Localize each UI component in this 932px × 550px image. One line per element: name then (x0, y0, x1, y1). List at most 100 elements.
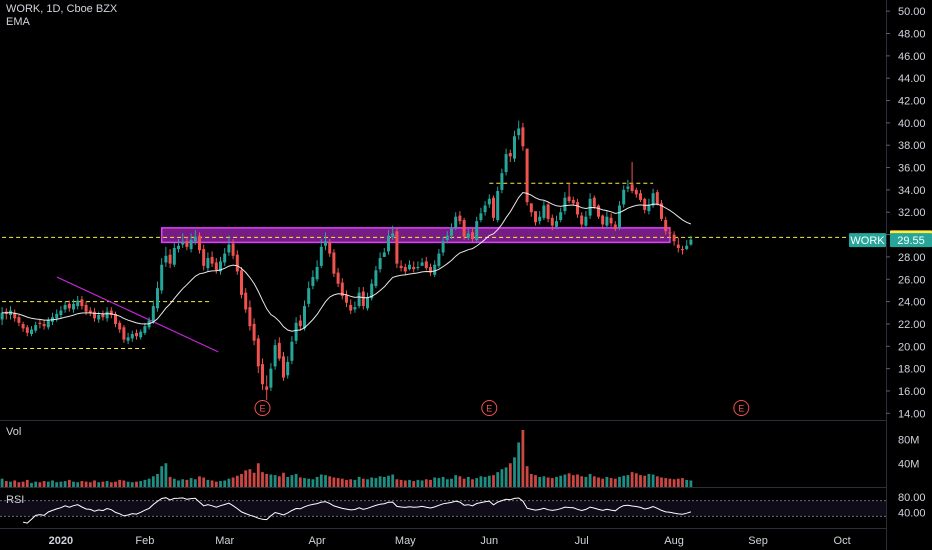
volume-bar (282, 472, 285, 487)
volume-bar (63, 481, 67, 487)
volume-bar (122, 480, 126, 487)
candle-body (450, 228, 453, 236)
volume-bar (626, 475, 630, 487)
volume-bar (4, 481, 8, 487)
volume-bar (340, 478, 344, 487)
candle-body (21, 323, 25, 329)
candle-body (534, 211, 537, 223)
candle-body (475, 221, 479, 241)
volume-bar (542, 476, 546, 487)
candle-body (374, 270, 378, 286)
candle-body (198, 235, 201, 251)
candle-body (219, 261, 222, 272)
candle-body (46, 320, 50, 328)
candle-body (244, 292, 248, 310)
candle-body (126, 337, 130, 341)
candle-body (214, 262, 218, 271)
candle-body (370, 283, 374, 299)
volume-bar (273, 475, 277, 487)
volume-bar (80, 481, 84, 487)
candle-body (63, 304, 67, 310)
price-badges: 29.75WORK29.55 (849, 230, 932, 248)
price-tick-label: 18.00 (898, 364, 926, 376)
earnings-marker (481, 400, 498, 416)
volume-bar (126, 481, 130, 487)
candles (0, 120, 693, 400)
volume-bar (307, 478, 311, 487)
time-tick-label: Feb (135, 535, 154, 547)
volume-bar (420, 480, 424, 487)
volume-bar (550, 478, 554, 487)
volume-bar (252, 472, 256, 487)
volume-bar (529, 473, 533, 487)
volume-bar (366, 479, 369, 487)
trendline (56, 276, 219, 353)
volume-bar (382, 476, 386, 487)
candle-body (235, 254, 239, 272)
candle-body (576, 202, 579, 215)
volume-bar (668, 478, 672, 487)
candle-body (30, 329, 33, 334)
volume-bar (277, 476, 281, 487)
volume-bar (592, 476, 596, 487)
volume-bar (504, 467, 508, 487)
volume-bar (580, 476, 584, 487)
volume-bar (521, 430, 525, 487)
candle-body (97, 315, 101, 320)
symbol-badge-text: WORK (850, 235, 885, 247)
candle-body (433, 264, 437, 275)
candle-body (135, 332, 138, 337)
candle-body (403, 266, 407, 272)
volume-bar (429, 479, 432, 487)
candle-body (500, 173, 504, 190)
volume-bar (147, 478, 151, 487)
candle-body (34, 325, 38, 331)
volume-bar (76, 482, 80, 487)
candle-body (84, 304, 88, 312)
volume-bar (290, 475, 294, 487)
candle-body (202, 249, 206, 266)
volume-bar (672, 479, 676, 487)
candle-body (492, 197, 495, 218)
candle-body (76, 300, 80, 307)
volume-bar (30, 482, 33, 487)
candle-body (613, 224, 617, 229)
volume-bar (231, 477, 235, 487)
earnings-marker (254, 400, 271, 416)
volume-bar (206, 479, 210, 487)
candle-body (567, 196, 571, 202)
volume-bar (244, 470, 248, 487)
candle-body (156, 288, 159, 309)
candle-body (445, 235, 449, 241)
last-price-badge-text: 29.55 (897, 235, 925, 247)
candle-body (143, 326, 147, 333)
volume-bar (370, 477, 374, 487)
volume-bar (9, 481, 12, 487)
volume-bar (319, 474, 323, 487)
volume-bar (681, 478, 684, 487)
volume-bar (177, 480, 180, 487)
candle-body (676, 244, 680, 248)
volume-bar (51, 480, 54, 487)
candle-body (517, 128, 521, 136)
candle-body (336, 272, 340, 284)
candle-body (487, 198, 491, 205)
candle-body (67, 303, 71, 309)
candle-body (118, 322, 122, 330)
volume-bar (517, 442, 521, 487)
volume-bar (97, 482, 101, 487)
volume-bar (660, 477, 663, 487)
candle-body (429, 266, 432, 273)
candle-body (584, 216, 588, 226)
candle-body (441, 241, 445, 253)
volume-bar (353, 479, 357, 487)
time-axis: 2020 Feb Mar Apr May Jun Jul Aug Sep Oct (49, 535, 851, 547)
volume-bar (303, 478, 306, 487)
volume-bar (13, 480, 17, 487)
volume-bar (689, 480, 693, 487)
volume-bar (160, 466, 164, 487)
candle-body (651, 193, 655, 206)
volume-bar (0, 478, 4, 487)
candle-body (454, 216, 458, 228)
